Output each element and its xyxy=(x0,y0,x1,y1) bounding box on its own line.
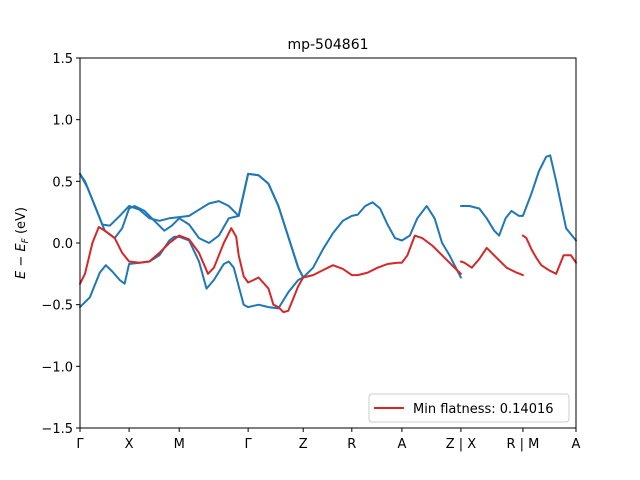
flat-band-segment-8 xyxy=(459,246,524,277)
band-segment-5 xyxy=(459,154,577,242)
flat-band-segment-6 xyxy=(79,226,305,314)
band-segment-1 xyxy=(79,172,305,279)
x-tick-label: Γ xyxy=(245,437,253,452)
band-segment-2 xyxy=(79,235,181,309)
x-tick-label: Z | X xyxy=(446,437,477,452)
x-tick-label: X xyxy=(125,437,134,452)
x-tick-label: R xyxy=(347,437,356,452)
x-tick-label: Z xyxy=(299,437,308,452)
x-tick-label: A xyxy=(397,437,406,452)
x-tick-label: M xyxy=(174,437,185,452)
x-tick-label: A xyxy=(572,437,581,452)
band-segment-3 xyxy=(178,235,305,310)
chart-title: mp-504861 xyxy=(287,37,368,53)
x-tick-label: R | M xyxy=(506,437,539,452)
y-tick-label: −1.5 xyxy=(41,422,73,437)
y-tick-label: 0.0 xyxy=(52,237,73,252)
flat-band-segment-7 xyxy=(302,234,462,279)
legend-box xyxy=(368,393,570,423)
x-tick-label: Γ xyxy=(76,437,84,452)
y-tick-label: 1.0 xyxy=(52,114,73,129)
flat-band-segment-9 xyxy=(521,234,577,275)
legend: Min flatness: 0.14016 xyxy=(368,393,570,423)
y-tick-label: 0.5 xyxy=(52,175,73,190)
band-segment-0 xyxy=(79,172,305,279)
y-axis-label: E − EF (eV) xyxy=(14,207,31,279)
ticks-layer: −1.5 −1.0 −0.5 0.0 0.5 1.0 1.5 Γ X M Γ Z R A Z | X R | … xyxy=(41,52,580,452)
y-tick-label: 1.5 xyxy=(52,52,73,67)
y-tick-label: −0.5 xyxy=(41,299,73,314)
series-layer xyxy=(79,154,577,314)
y-tick-label: −1.0 xyxy=(41,360,73,375)
legend-label: Min flatness: 0.14016 xyxy=(413,402,554,417)
band-segment-4 xyxy=(302,201,462,279)
